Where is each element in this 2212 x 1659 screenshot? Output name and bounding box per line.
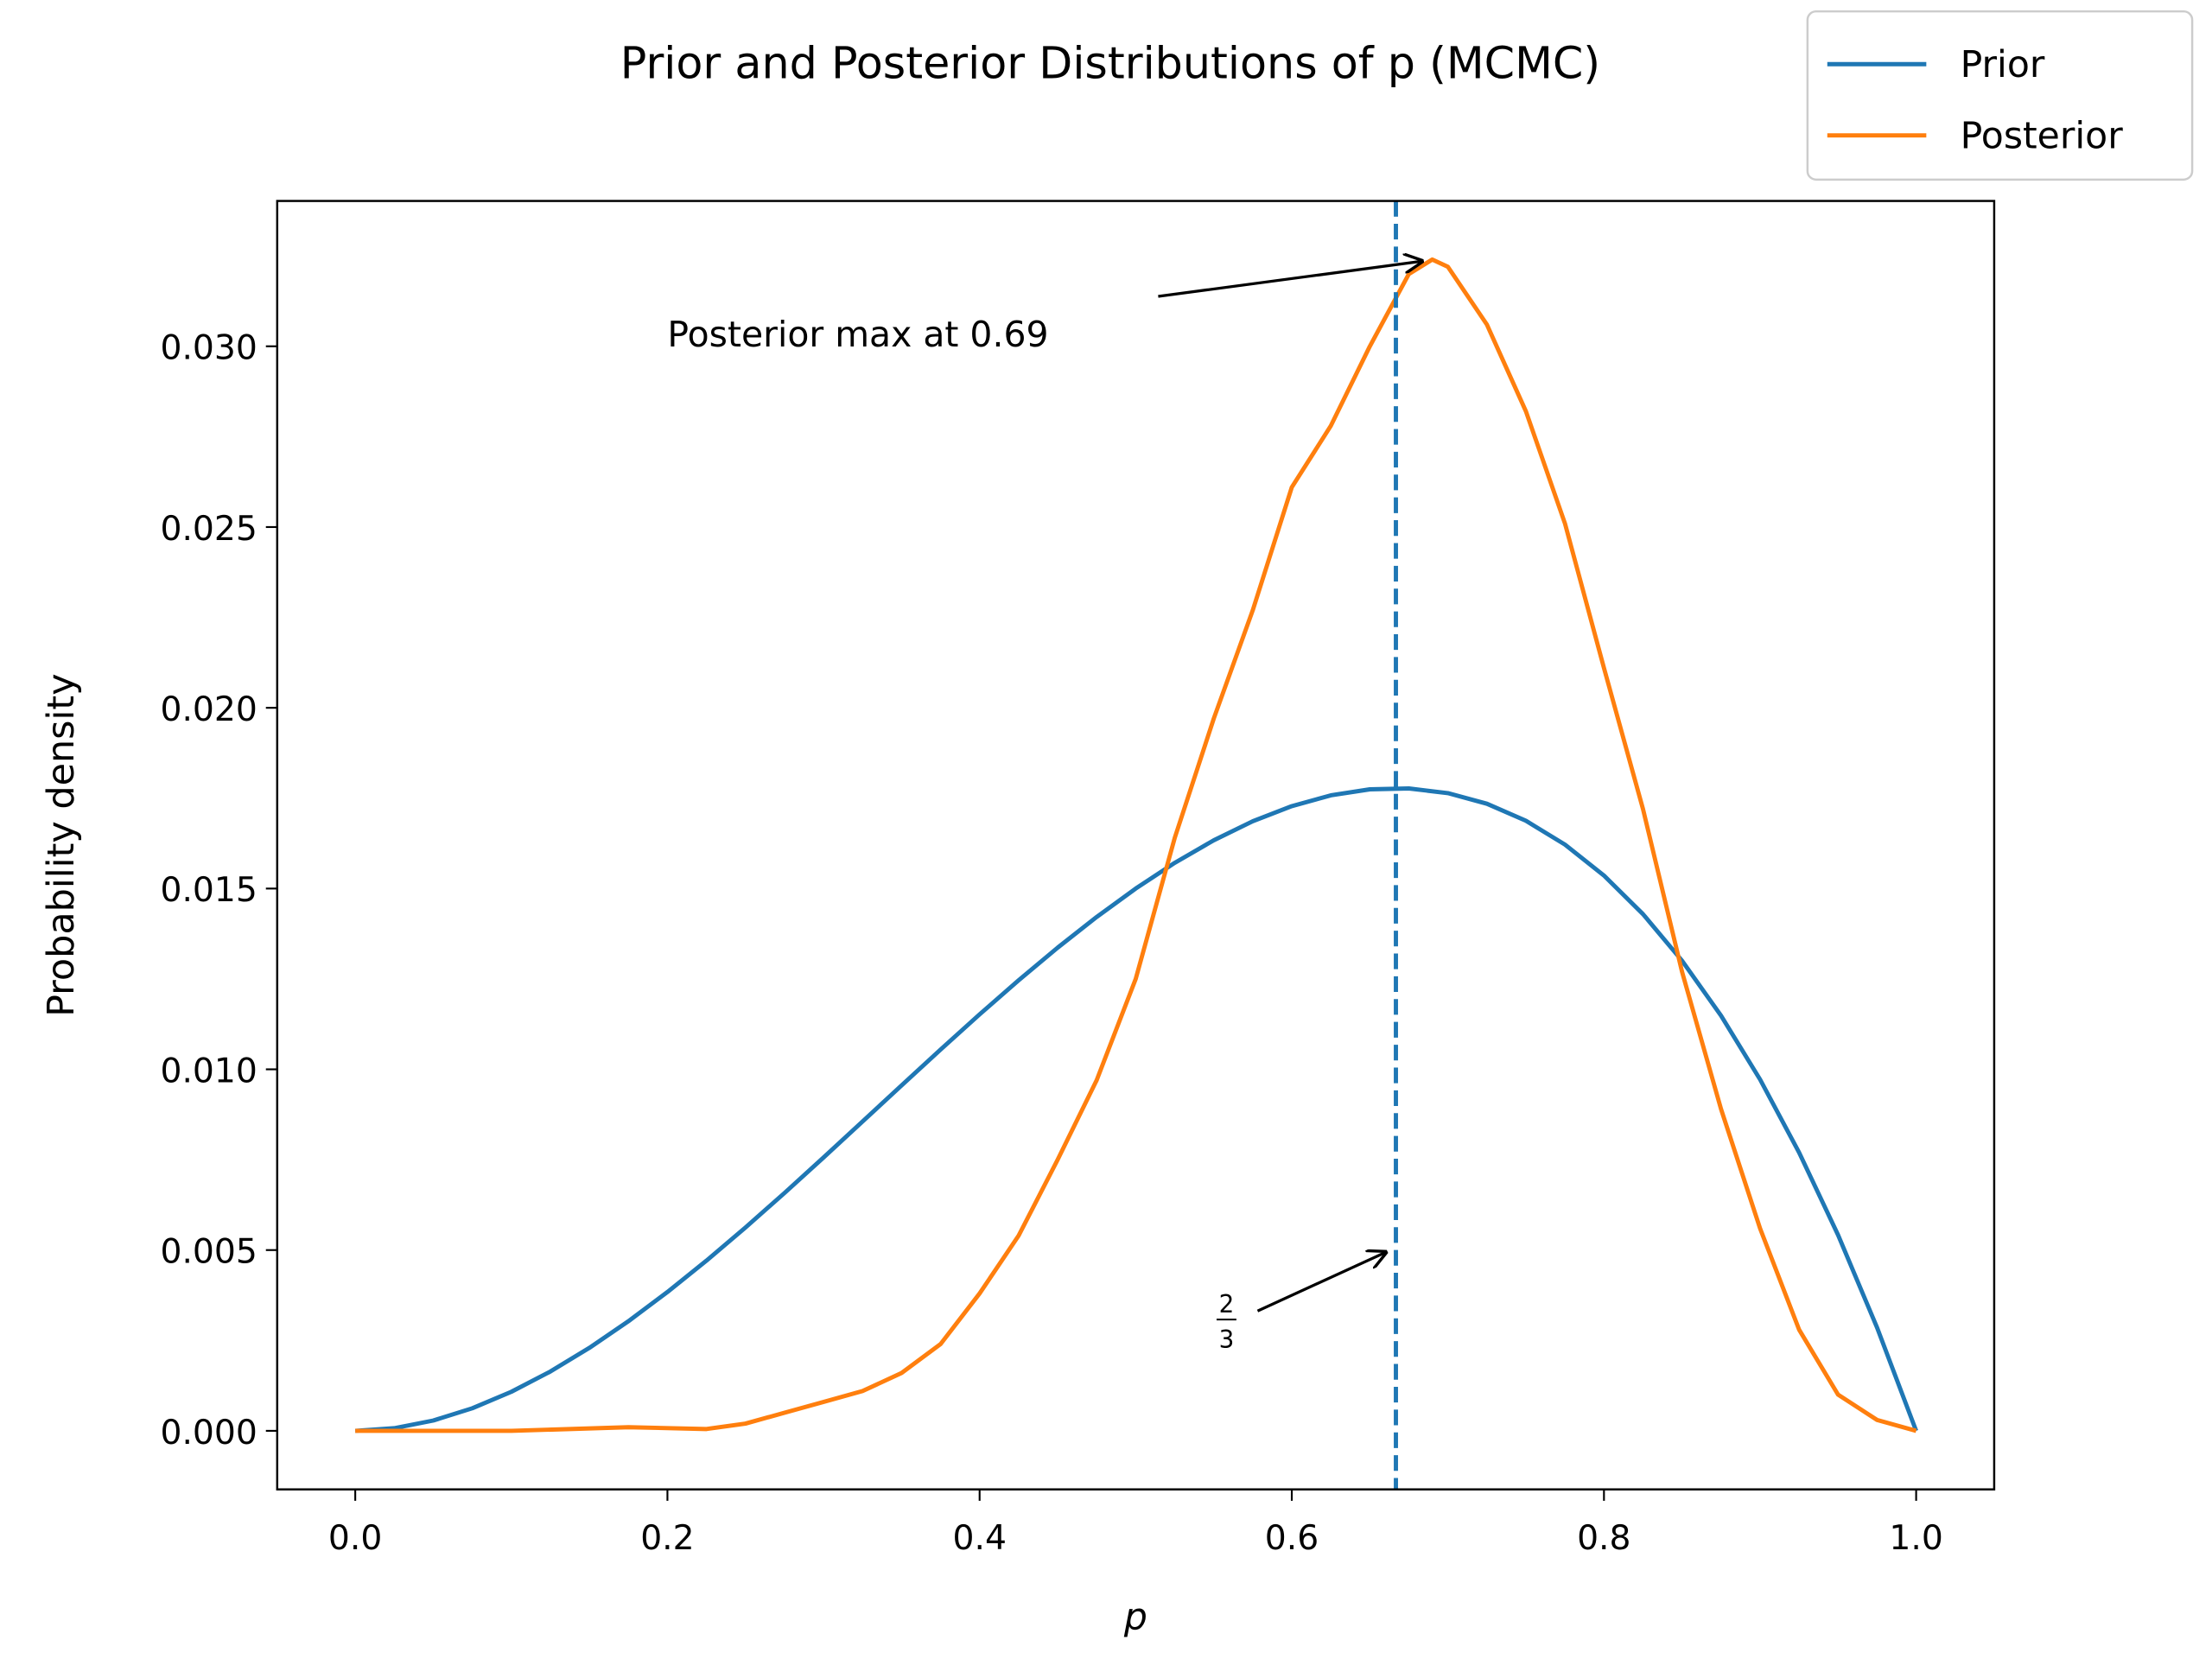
series-line: [355, 257, 1917, 1433]
x-tick-label: 0.8: [1577, 1518, 1630, 1558]
x-tick-label: 0.2: [640, 1518, 694, 1558]
annotation-arrow: [1158, 261, 1423, 298]
y-axis-label: Probability density: [40, 673, 83, 1017]
chart-title: Prior and Posterior Distributions of p (…: [620, 39, 1600, 90]
y-tick-label: 0.005: [160, 1231, 257, 1271]
y-tick-label: 0.010: [160, 1051, 257, 1090]
legend: Prior Posterior: [1806, 10, 2194, 181]
x-tick-label: 0.6: [1265, 1518, 1319, 1558]
y-tick-label: 0.020: [160, 690, 257, 729]
plot-frame: [276, 200, 1996, 1491]
x-tick-label: 1.0: [1889, 1518, 1942, 1558]
y-tick-label: 0.000: [160, 1413, 257, 1452]
annotation-numerator: 2: [1219, 1290, 1235, 1319]
annotation-text: Posterior max at 0.69: [667, 314, 1048, 355]
legend-label: Posterior: [1961, 114, 2123, 157]
x-tick-label: 0.0: [328, 1518, 382, 1558]
annotation-arrow: [1256, 1251, 1387, 1313]
y-tick-label: 0.015: [160, 870, 257, 910]
series-line: [354, 786, 1918, 1433]
x-axis-label: p: [1123, 1595, 1147, 1638]
annotation-denominator: 3: [1219, 1325, 1235, 1354]
y-tick-label: 0.030: [160, 327, 257, 367]
y-tick-label: 0.025: [160, 509, 257, 549]
x-tick-label: 0.4: [952, 1518, 1006, 1558]
legend-label: Prior: [1961, 43, 2045, 86]
